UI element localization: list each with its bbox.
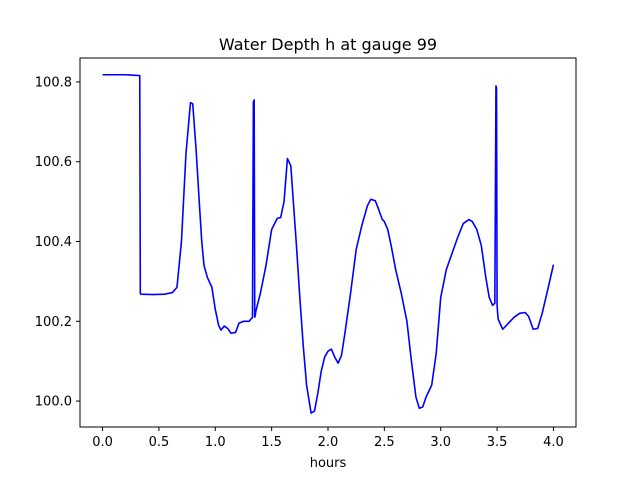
x-axis-label: hours bbox=[310, 456, 347, 471]
chart-title: Water Depth h at gauge 99 bbox=[219, 35, 437, 54]
x-tick-label: 1.0 bbox=[205, 435, 226, 450]
y-tick-label: 100.2 bbox=[35, 315, 72, 330]
x-axis: 0.0 0.5 1.0 1.5 2.0 2.5 3.0 3.5 4.0 bbox=[92, 427, 564, 450]
plot-area: 0.0 0.5 1.0 1.5 2.0 2.5 3.0 3.5 4.0 100.0100.210… bbox=[35, 57, 577, 450]
series-layer bbox=[102, 73, 555, 414]
series-line-0 bbox=[102, 73, 555, 414]
x-tick-label: 0.0 bbox=[92, 435, 113, 450]
y-tick-label: 100.0 bbox=[35, 395, 72, 410]
x-tick-label: 3.5 bbox=[487, 435, 508, 450]
x-tick-label: 4.0 bbox=[543, 435, 564, 450]
y-tick-label: 100.6 bbox=[35, 155, 72, 170]
y-tick-label: 100.8 bbox=[35, 75, 72, 90]
x-tick-label: 3.0 bbox=[430, 435, 451, 450]
x-tick-label: 1.5 bbox=[261, 435, 282, 450]
x-tick-label: 2.0 bbox=[318, 435, 339, 450]
x-tick-label: 0.5 bbox=[149, 435, 170, 450]
y-tick-label: 100.4 bbox=[35, 235, 72, 250]
x-tick-label: 2.5 bbox=[374, 435, 395, 450]
y-axis: 100.0 100.2 100.4 100.6 100.8 bbox=[35, 75, 80, 410]
